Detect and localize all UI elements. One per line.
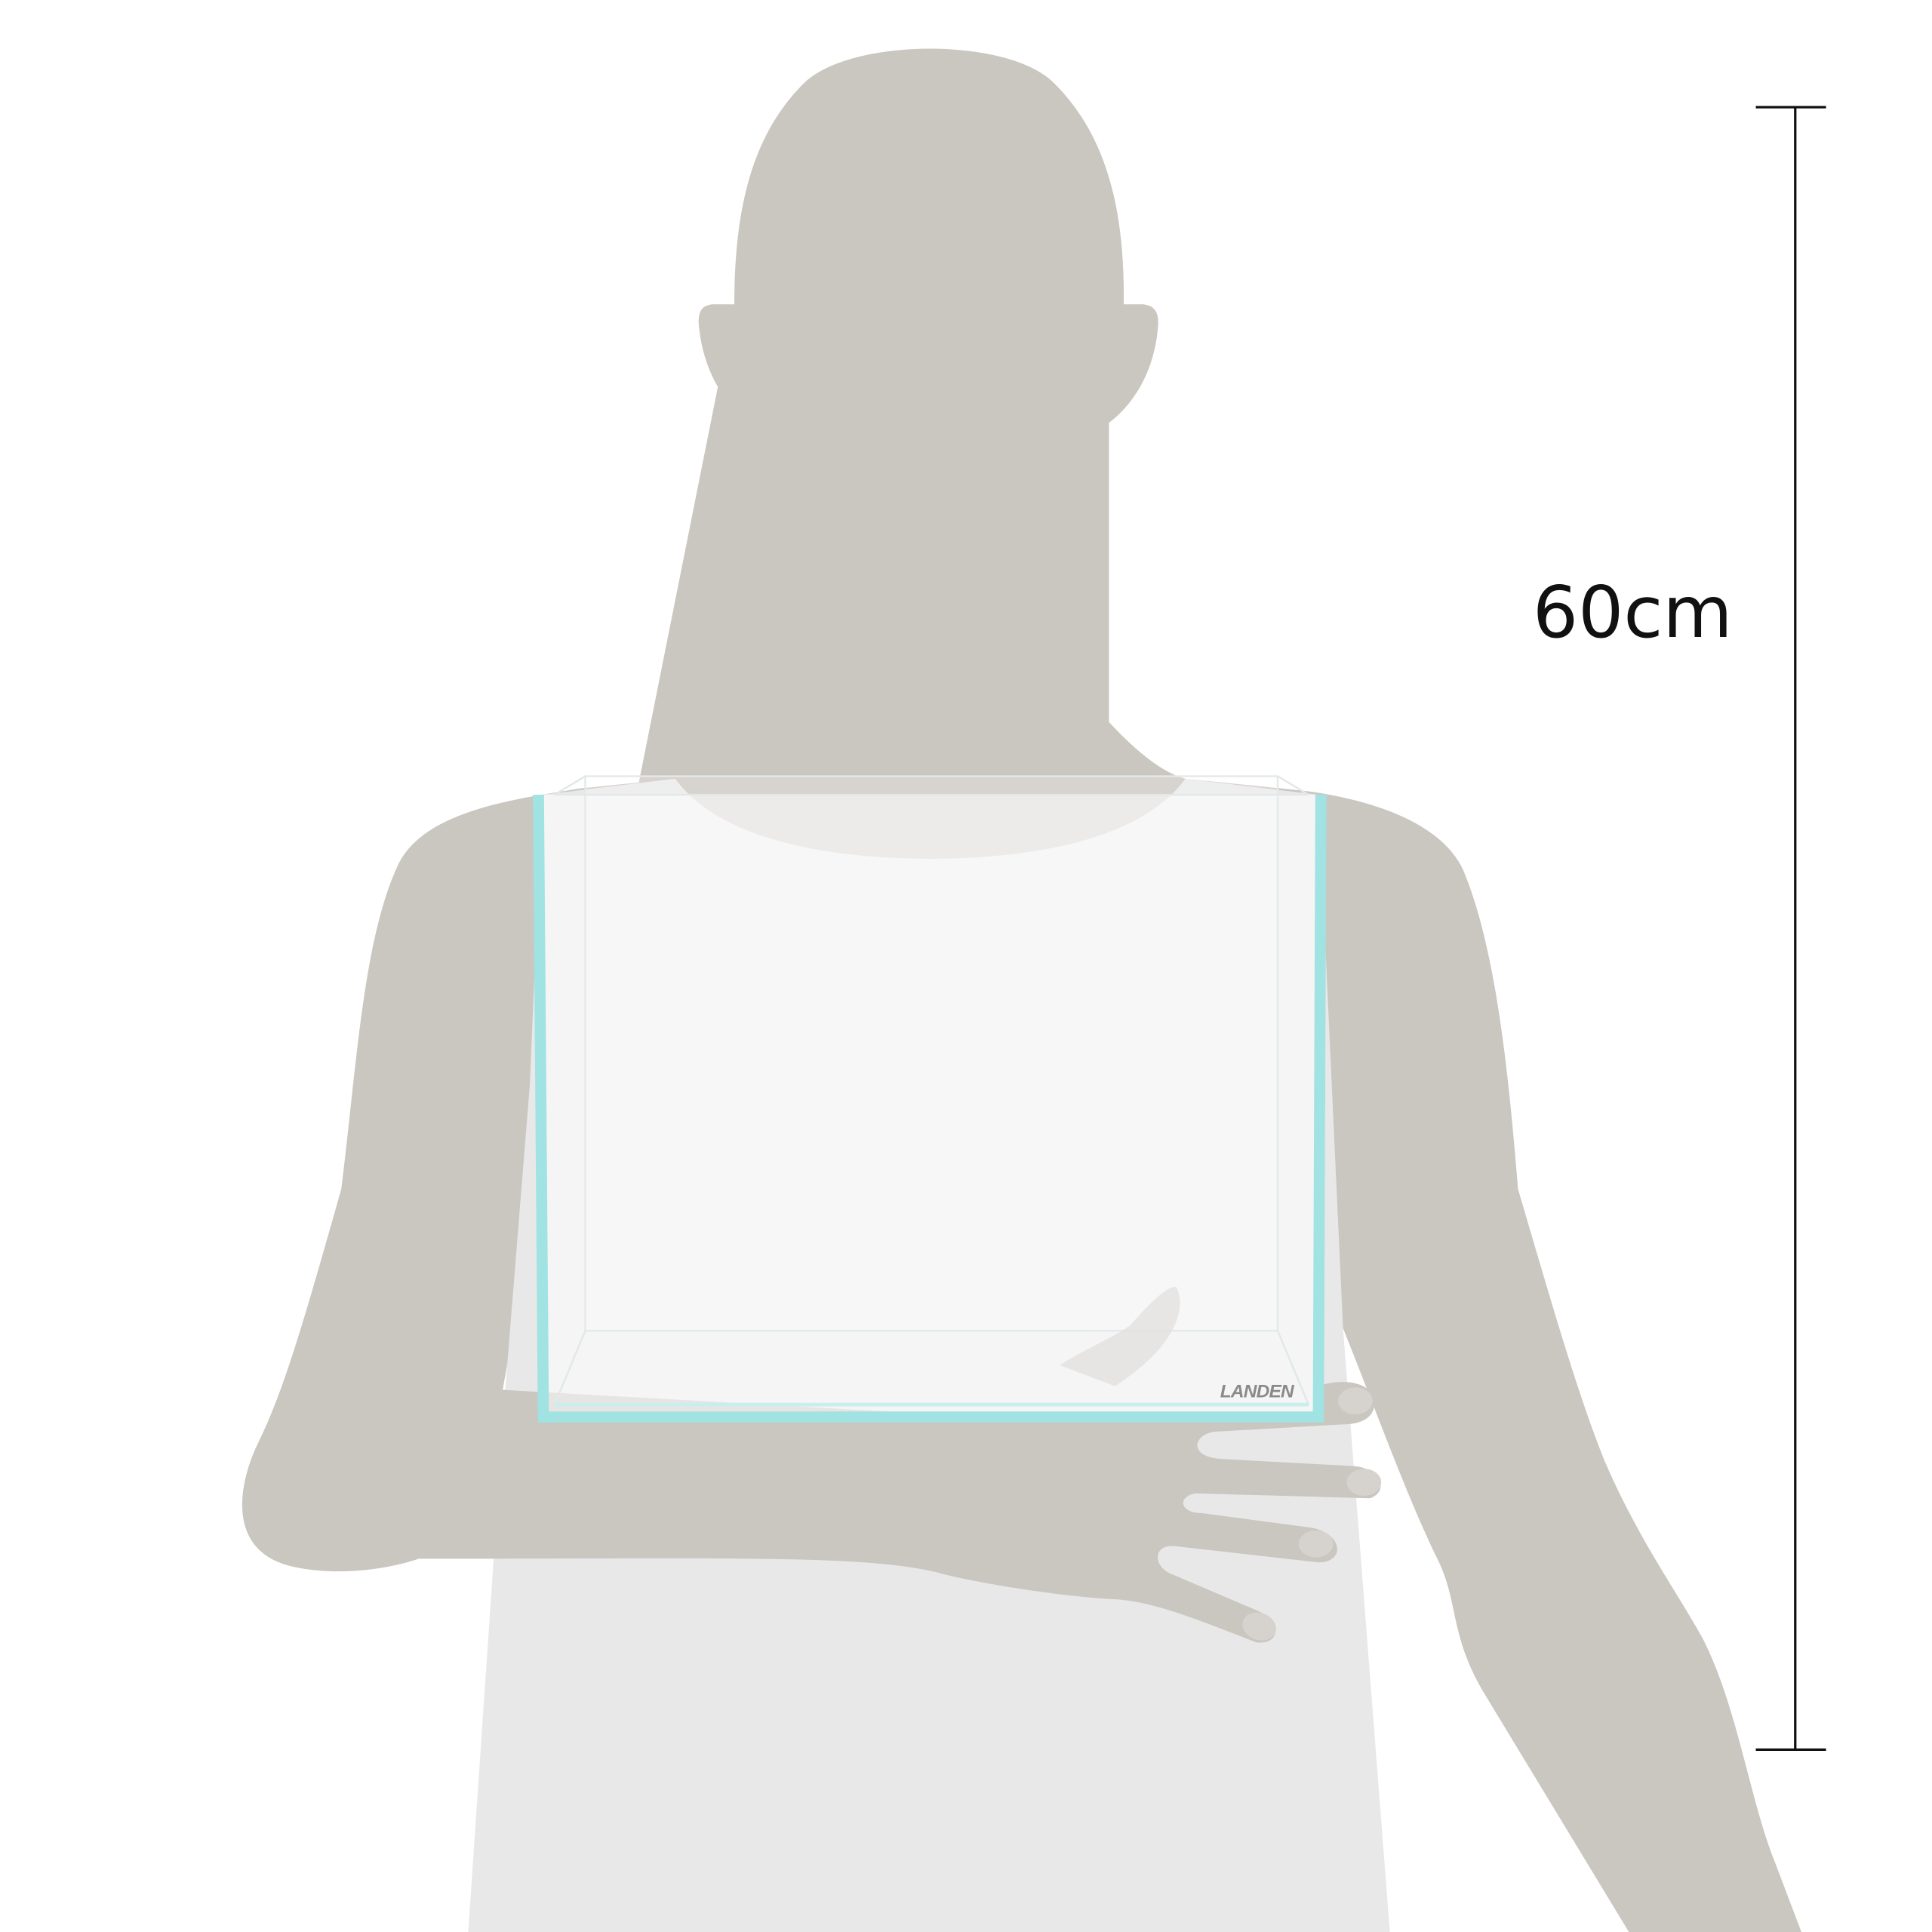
dimension-label: 60cm xyxy=(1533,571,1733,654)
brand-logo: LANDEN xyxy=(1220,1381,1295,1401)
right-arm xyxy=(1306,791,1801,1932)
forearm-hand xyxy=(416,1382,1381,1643)
dimension-scale xyxy=(1755,106,1826,1751)
fingernails xyxy=(1242,1387,1382,1641)
aquarium xyxy=(533,775,1327,1423)
